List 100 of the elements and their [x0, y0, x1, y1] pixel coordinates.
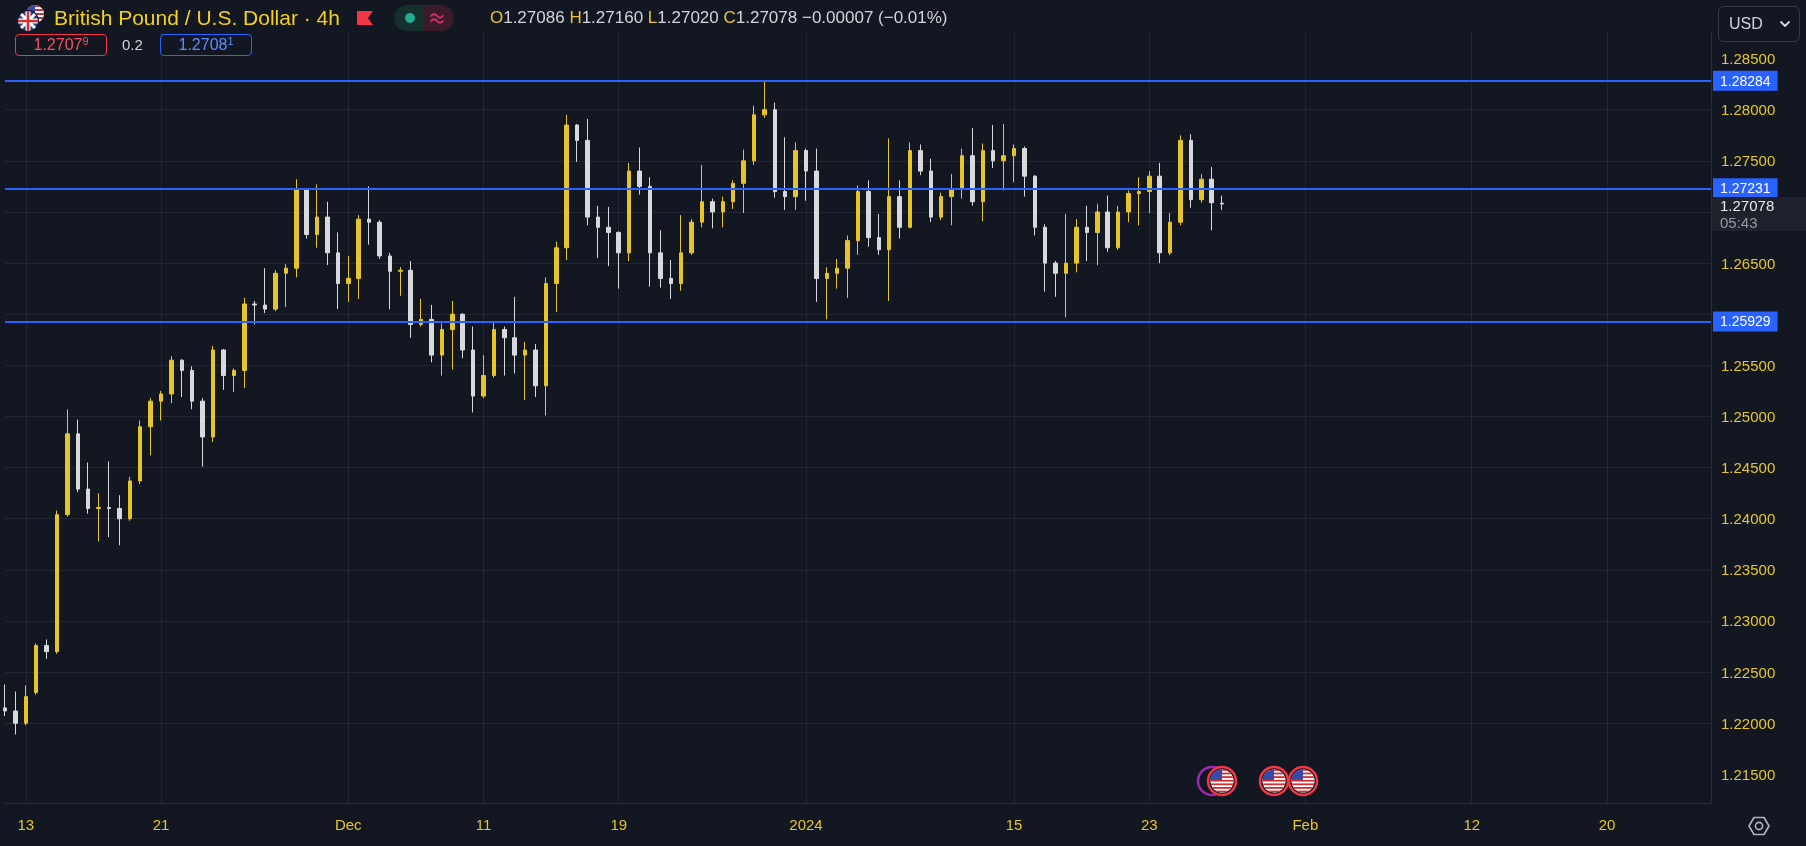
candlestick [731, 179, 735, 210]
text: 1.27078 [1720, 196, 1776, 214]
candlestick [1220, 195, 1224, 211]
candlestick [1137, 176, 1141, 226]
candlestick [169, 355, 174, 404]
y-tick-label: 1.28000 [1721, 101, 1776, 119]
candlestick [96, 492, 101, 542]
candlestick [211, 345, 215, 443]
candlestick [1147, 170, 1152, 214]
candlestick [1064, 213, 1068, 318]
candlestick [544, 276, 548, 416]
candlestick [107, 460, 111, 538]
candlestick [793, 141, 798, 211]
y-tick-label: 1.27500 [1721, 152, 1776, 170]
candlestick [981, 142, 985, 222]
candlestick [669, 259, 673, 300]
candlestick [1043, 223, 1047, 293]
candlestick [1033, 174, 1037, 236]
y-tick-label: 1.22500 [1721, 663, 1776, 681]
candlestick [1126, 189, 1131, 223]
candlestick [138, 420, 142, 485]
candlestick [887, 137, 891, 302]
candlestick [1001, 123, 1006, 191]
x-tick-label: 11 [475, 816, 492, 833]
candlestick [221, 348, 226, 391]
candlestick [76, 419, 80, 493]
y-tick-label: 1.25500 [1721, 356, 1776, 374]
candlestick [845, 234, 850, 299]
candlestick [554, 241, 559, 313]
annotation: 0.2 [122, 35, 143, 55]
y-tick-label: 1.28500 [1721, 50, 1776, 68]
y-tick-label: 1.22000 [1721, 714, 1776, 732]
candlestick [1116, 205, 1120, 251]
candlestick [835, 258, 839, 290]
candlestick [263, 267, 267, 314]
candlestick [398, 266, 403, 297]
candlestick [3, 683, 7, 717]
candlestick [128, 476, 132, 522]
candlestick [814, 148, 819, 303]
candlestick [1157, 162, 1162, 264]
candlestick [637, 147, 642, 196]
candlestick [804, 148, 808, 202]
candlestick [304, 187, 309, 240]
candlestick [1168, 212, 1172, 256]
candlestick [918, 143, 923, 176]
y-tick-label: 1.25000 [1721, 407, 1776, 425]
x-tick-label: 13 [17, 816, 35, 833]
candlestick [627, 162, 631, 262]
x-tick-label: 2024 [789, 816, 823, 833]
candlestick [356, 214, 361, 300]
candlestick [949, 173, 954, 226]
candlestick [721, 196, 725, 228]
x-tick-label: Feb [1292, 816, 1319, 833]
candlestick [1095, 203, 1100, 266]
candlestick [148, 397, 153, 456]
candlestick [585, 118, 590, 226]
candlestick [564, 114, 569, 261]
dropdown: USD [1718, 6, 1800, 42]
y-tick-label: 1.24000 [1721, 510, 1776, 528]
ref-line-label: 1.25929 [1720, 313, 1771, 330]
candlestick [1012, 143, 1016, 183]
candlestick [440, 322, 444, 377]
candlestick [200, 397, 205, 468]
candlestick [242, 297, 247, 389]
candlestick [741, 149, 746, 214]
y-tick-label: 1.26500 [1721, 254, 1776, 272]
candlestick [180, 358, 184, 398]
candlestick [856, 184, 860, 256]
candlestick [970, 127, 975, 207]
candlestick [190, 365, 194, 410]
candlestick [24, 684, 28, 726]
candlestick [346, 255, 351, 303]
candlestick [689, 218, 694, 256]
candlestick [596, 205, 600, 259]
candlestick [1085, 205, 1089, 262]
candlestick [648, 176, 652, 288]
candlestick [1053, 260, 1058, 298]
candlestick [1074, 218, 1079, 273]
candlestick [1189, 133, 1193, 209]
candlestick [294, 178, 299, 278]
candlestick [710, 198, 715, 229]
candlestick [752, 105, 756, 166]
candlestick [450, 300, 455, 370]
candlestick [762, 80, 767, 119]
candlestick [606, 206, 611, 267]
y-tick-label: 1.23000 [1721, 612, 1776, 630]
candlestick [232, 367, 236, 393]
candlestick [877, 213, 881, 256]
candlestick [471, 325, 475, 413]
candlestick [13, 691, 18, 735]
x-tick-label: 20 [1598, 816, 1616, 833]
candlestick [86, 461, 90, 515]
candlestick [991, 124, 995, 169]
candlestick [1199, 173, 1204, 204]
candlestick [252, 300, 257, 325]
candlestick [897, 179, 902, 240]
candlestick [658, 229, 663, 289]
candlestick [502, 325, 507, 377]
text: O1.27086 H1.27160 L1.27020 C1.27078 −0.00007 (−0.01%) [489, 8, 948, 28]
candlestick [929, 158, 933, 223]
